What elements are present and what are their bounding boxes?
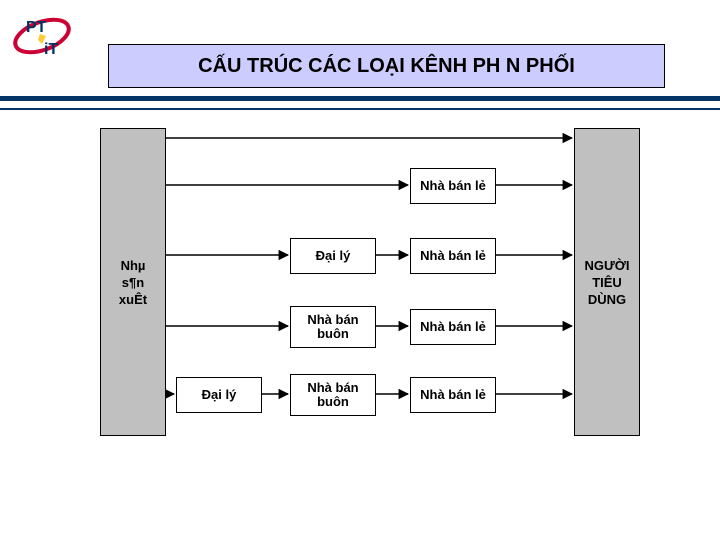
producer-box: Nhµ s¶n xuÊt [100, 128, 166, 436]
retailer-1: Nhà bán lẻ [410, 168, 496, 204]
producer-l3: xuÊt [119, 292, 147, 307]
retailer-2: Nhà bán lẻ [410, 238, 496, 274]
agent-1-label: Đại lý [316, 249, 351, 263]
retailer-3-label: Nhà bán lẻ [420, 320, 486, 334]
logo: PT iT [10, 4, 74, 68]
agent-2-label: Đại lý [202, 388, 237, 402]
consumer-l1: NGƯỜI [585, 258, 630, 273]
retailer-4-label: Nhà bán lẻ [420, 388, 486, 402]
consumer-l3: DÙNG [585, 292, 630, 307]
producer-l2: s¶n [119, 275, 147, 290]
header-rule [0, 96, 720, 101]
svg-text:PT: PT [26, 19, 47, 36]
consumer-box: NGƯỜI TIÊU DÙNG [574, 128, 640, 436]
wholesaler-1-label: Nhà bán buôn [293, 313, 373, 342]
wholesaler-2-label: Nhà bán buôn [293, 381, 373, 410]
retailer-2-label: Nhà bán lẻ [420, 249, 486, 263]
producer-l1: Nhµ [119, 258, 147, 273]
retailer-4: Nhà bán lẻ [410, 377, 496, 413]
diagram: Nhµ s¶n xuÊt NGƯỜI TIÊU DÙNG Nhà bán lẻ … [100, 128, 640, 448]
wholesaler-2: Nhà bán buôn [290, 374, 376, 416]
wholesaler-1: Nhà bán buôn [290, 306, 376, 348]
svg-text:iT: iT [44, 41, 58, 58]
agent-2: Đại lý [176, 377, 262, 413]
agent-1: Đại lý [290, 238, 376, 274]
consumer-l2: TIÊU [585, 275, 630, 290]
retailer-1-label: Nhà bán lẻ [420, 179, 486, 193]
title-text: CẤU TRÚC CÁC LOẠI KÊNH PH N PHỐI [198, 55, 575, 78]
title-bar: CẤU TRÚC CÁC LOẠI KÊNH PH N PHỐI [108, 44, 665, 88]
retailer-3: Nhà bán lẻ [410, 309, 496, 345]
